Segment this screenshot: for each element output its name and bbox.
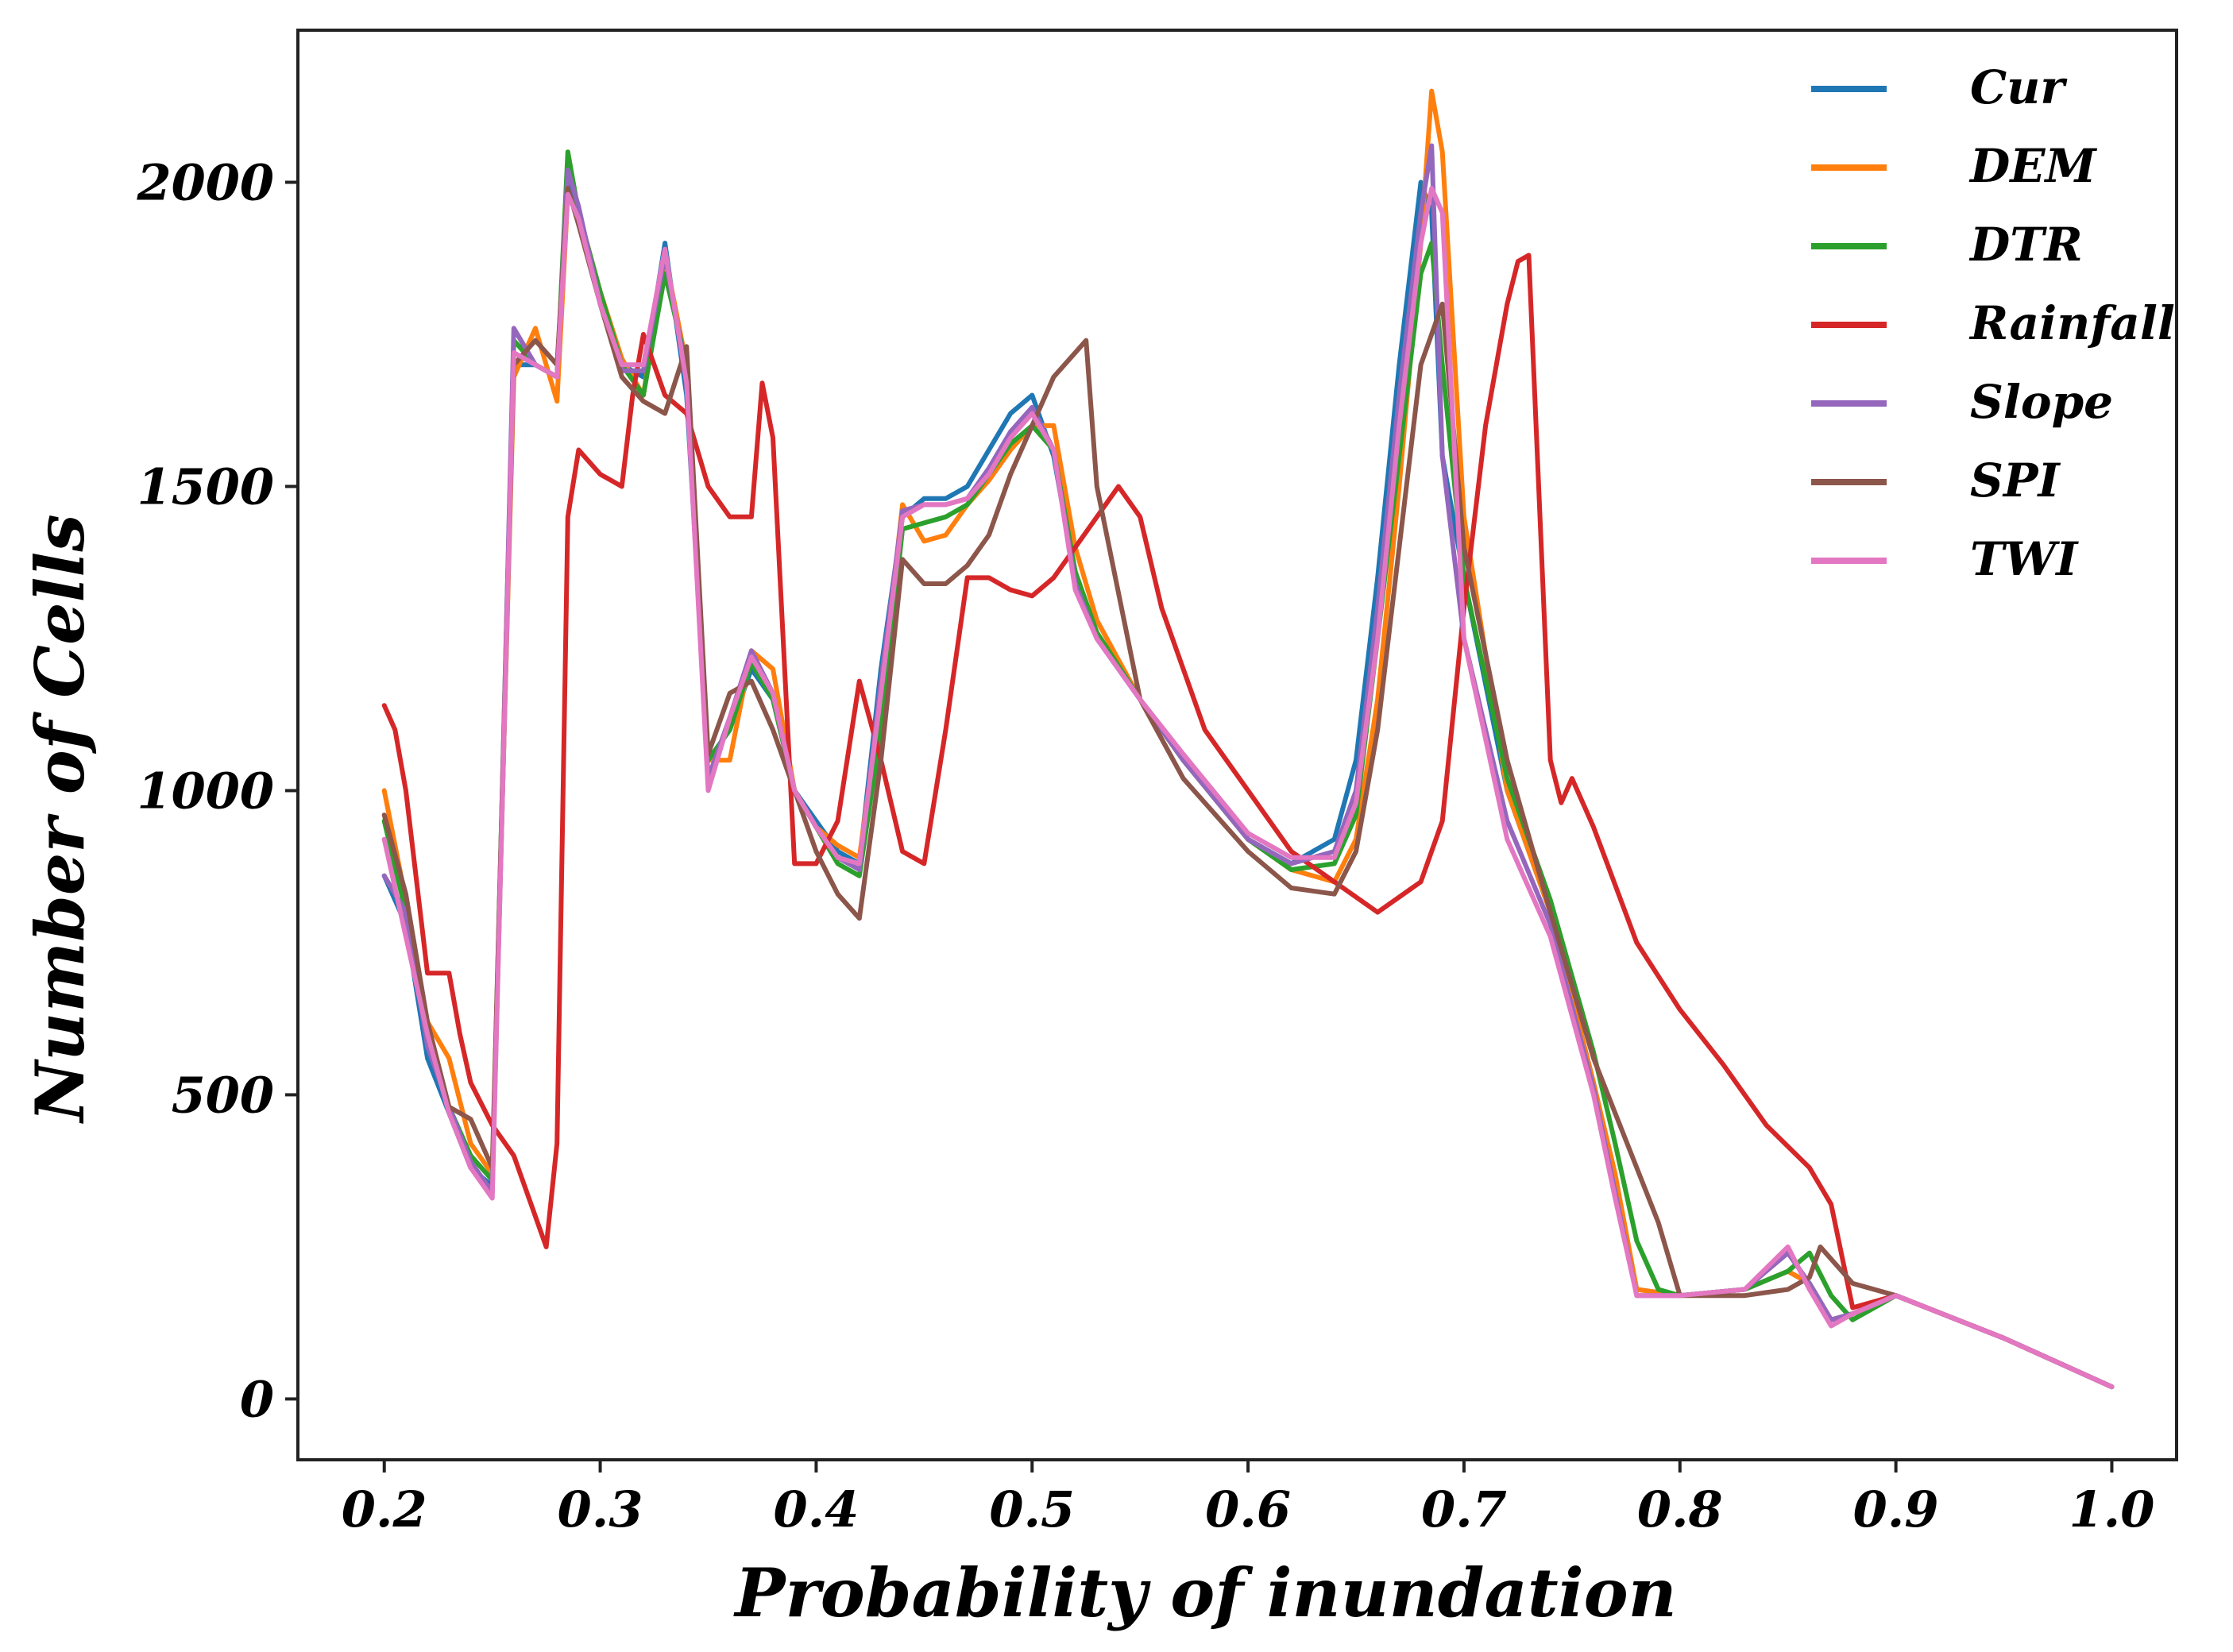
legend-label: Cur xyxy=(1970,60,2068,114)
x-tick-label: 0.7 xyxy=(1421,1480,1507,1538)
plot-frame xyxy=(296,29,2178,1461)
x-tick-label: 0.6 xyxy=(1205,1480,1291,1538)
y-axis-label: Number of Cells xyxy=(21,514,99,1124)
y-axis-ticks: 0 500 1000 1500 2000 xyxy=(136,153,298,1428)
legend-label: SPI xyxy=(1970,454,2061,508)
x-tick-label: 0.2 xyxy=(342,1480,427,1538)
x-tick-label: 0.5 xyxy=(989,1480,1075,1538)
series-line-slope xyxy=(381,143,2115,1390)
legend-label: DTR xyxy=(1968,218,2083,272)
x-tick-label: 1.0 xyxy=(2069,1480,2155,1538)
legend-label: Rainfall xyxy=(1968,296,2175,350)
legend-label: DEM xyxy=(1968,139,2098,193)
x-tick-label: 0.8 xyxy=(1637,1480,1723,1538)
y-tick-label: 1000 xyxy=(137,762,274,820)
series-line-dem xyxy=(381,88,2115,1390)
series-lines xyxy=(381,88,2115,1390)
series-line-twi xyxy=(381,186,2115,1390)
legend-label: TWI xyxy=(1970,532,2079,586)
legend-label: Slope xyxy=(1970,375,2113,429)
y-tick-label: 1500 xyxy=(137,457,274,515)
y-tick-label: 500 xyxy=(172,1066,274,1124)
x-axis-label: Probability of inundation xyxy=(733,1554,1676,1632)
y-tick-label: 2000 xyxy=(136,153,274,211)
x-tick-label: 0.3 xyxy=(558,1480,643,1538)
y-tick-label: 0 xyxy=(240,1370,274,1428)
legend: Cur DEM DTR Rainfall Slope SPI TWI xyxy=(1811,60,2175,586)
series-line-rainfall xyxy=(381,253,2115,1390)
x-axis-ticks: 0.2 0.3 0.4 0.5 0.6 0.7 0.8 0.9 1.0 xyxy=(342,1460,2155,1538)
x-tick-label: 0.9 xyxy=(1853,1480,1939,1538)
x-tick-label: 0.4 xyxy=(773,1480,859,1538)
